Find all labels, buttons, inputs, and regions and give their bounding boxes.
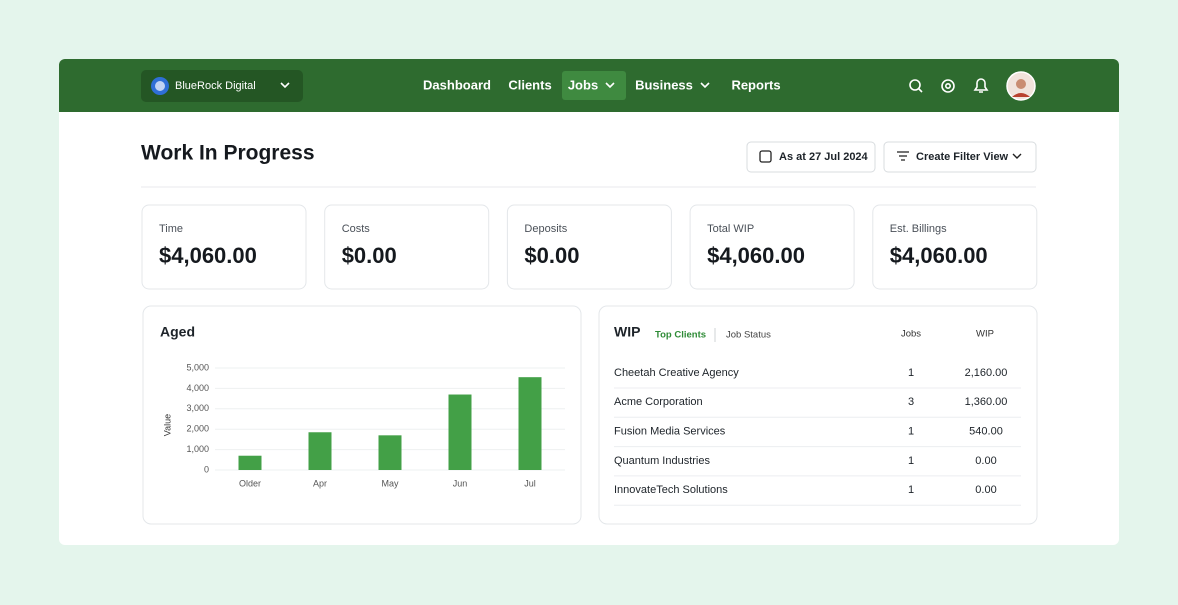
bar <box>238 455 262 470</box>
nav-active-bg <box>562 71 626 100</box>
nav-item[interactable]: Clients <box>508 77 551 92</box>
stat-value: $0.00 <box>524 243 579 268</box>
x-tick-label: Jul <box>524 478 536 488</box>
y-tick-label: 5,000 <box>186 362 209 372</box>
stat-card <box>324 204 490 290</box>
stat-value: $0.00 <box>342 243 397 268</box>
settings-icon[interactable] <box>941 79 955 93</box>
nav-item[interactable]: Business <box>635 77 693 92</box>
y-tick-label: 3,000 <box>186 403 209 413</box>
chevron <box>280 82 290 89</box>
nav-item[interactable]: Reports <box>731 77 780 92</box>
page-title: Work In Progress <box>141 142 315 165</box>
client-name: Cheetah Creative Agency <box>614 367 739 379</box>
wip-amount: 0.00 <box>975 484 996 496</box>
stat-label: Time <box>159 223 183 235</box>
client-name: InnovateTech Solutions <box>614 484 728 496</box>
y-tick-label: 1,000 <box>186 444 209 454</box>
y-axis-label: Value <box>162 414 172 436</box>
column-header: Jobs <box>901 329 921 340</box>
jobs-count: 1 <box>908 455 914 467</box>
nav-item[interactable]: Dashboard <box>423 77 491 92</box>
column-header: WIP <box>976 329 994 340</box>
x-tick-label: Older <box>239 478 261 488</box>
wip-amount: 1,360.00 <box>965 396 1008 408</box>
wip-amount: 2,160.00 <box>965 367 1008 379</box>
client-name: Acme Corporation <box>614 396 703 408</box>
date-button[interactable] <box>746 141 876 173</box>
wip-title: WIP <box>614 324 640 340</box>
stat-value: $4,060.00 <box>890 243 988 268</box>
bar <box>308 432 332 470</box>
jobs-count: 3 <box>908 396 914 408</box>
wip-amount: 540.00 <box>969 426 1003 438</box>
notification-icon[interactable] <box>973 78 989 93</box>
bar <box>518 377 542 470</box>
jobs-count: 1 <box>908 484 914 496</box>
chart-card <box>142 305 582 525</box>
wip-card <box>598 305 1038 525</box>
x-tick-label: May <box>381 478 399 488</box>
x-tick-label: Apr <box>313 478 327 488</box>
filter-label: Create Filter View <box>916 151 1009 163</box>
client-name: Fusion Media Services <box>614 426 726 438</box>
stat-card <box>141 204 307 290</box>
stat-card <box>689 204 855 290</box>
x-tick-label: Jun <box>453 478 468 488</box>
stat-card <box>506 204 672 290</box>
tab[interactable]: Job Status <box>726 330 771 341</box>
stat-label: Deposits <box>524 223 567 235</box>
filter-button[interactable] <box>883 141 1037 173</box>
jobs-count: 1 <box>908 367 914 379</box>
chart-title: Aged <box>160 324 195 340</box>
stat-value: $4,060.00 <box>707 243 805 268</box>
workspace-name: BlueRock Digital <box>175 80 256 92</box>
stat-value: $4,060.00 <box>159 243 257 268</box>
bar <box>448 394 472 470</box>
stat-label: Total WIP <box>707 223 754 235</box>
workspace-logo-inner <box>155 81 165 91</box>
date-label: As at 27 Jul 2024 <box>779 151 869 163</box>
filter-icon <box>897 151 909 161</box>
y-tick-label: 2,000 <box>186 424 209 434</box>
workspace-switcher[interactable] <box>141 70 303 102</box>
avatar-face <box>1016 79 1026 89</box>
chevron <box>700 82 710 89</box>
bar <box>378 435 402 470</box>
chevron <box>605 82 615 89</box>
chevron <box>1012 153 1022 159</box>
y-tick-label: 4,000 <box>186 383 209 393</box>
nav-item[interactable]: Jobs <box>568 77 598 92</box>
stat-card <box>872 204 1038 290</box>
client-name: Quantum Industries <box>614 455 710 467</box>
stat-label: Costs <box>342 223 371 235</box>
tab[interactable]: Top Clients <box>655 330 706 341</box>
y-tick-label: 0 <box>204 464 209 474</box>
stat-label: Est. Billings <box>890 223 947 235</box>
search-icon[interactable] <box>909 79 923 93</box>
jobs-count: 1 <box>908 426 914 438</box>
wip-amount: 0.00 <box>975 455 996 467</box>
calendar-icon <box>759 150 772 163</box>
avatar-body <box>1012 93 1030 97</box>
